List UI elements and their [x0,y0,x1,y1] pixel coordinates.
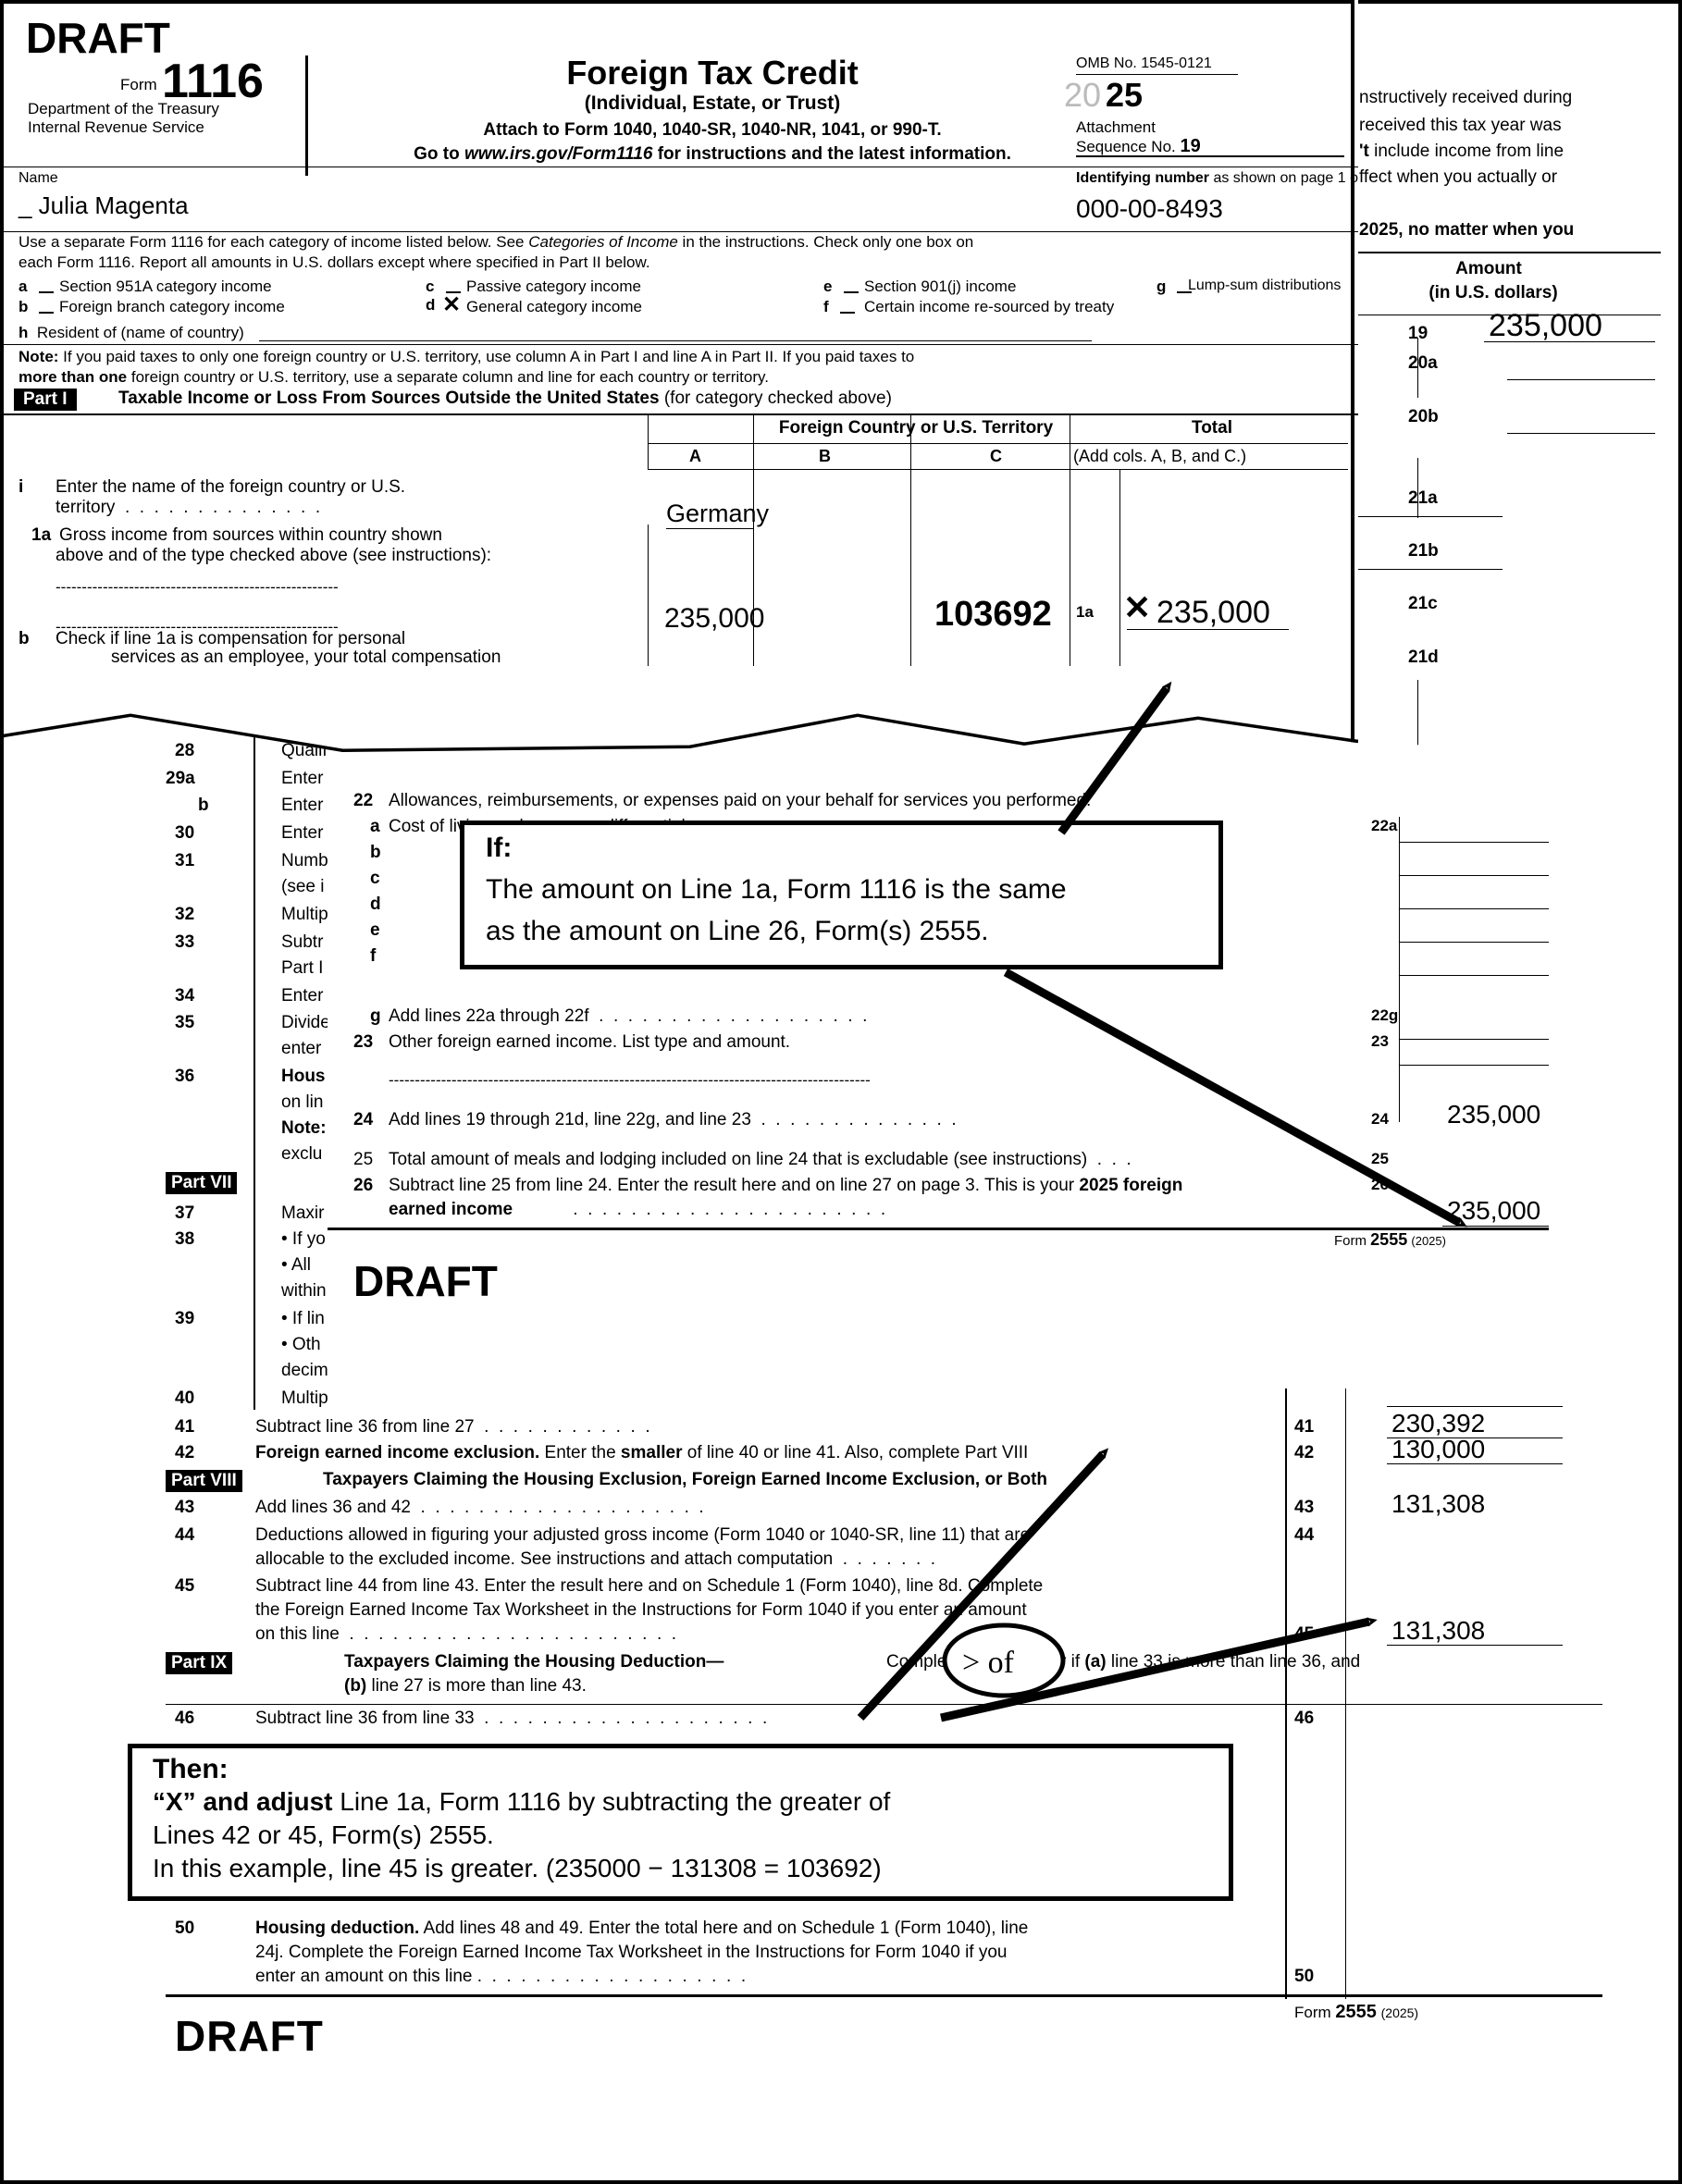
svg-text:> of: > of [962,1646,1015,1680]
